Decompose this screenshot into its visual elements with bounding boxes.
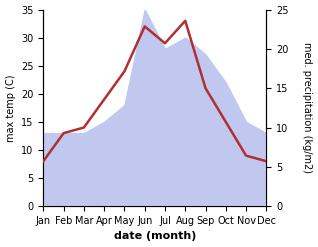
X-axis label: date (month): date (month) <box>114 231 196 242</box>
Y-axis label: med. precipitation (kg/m2): med. precipitation (kg/m2) <box>302 42 313 173</box>
Y-axis label: max temp (C): max temp (C) <box>5 74 16 142</box>
